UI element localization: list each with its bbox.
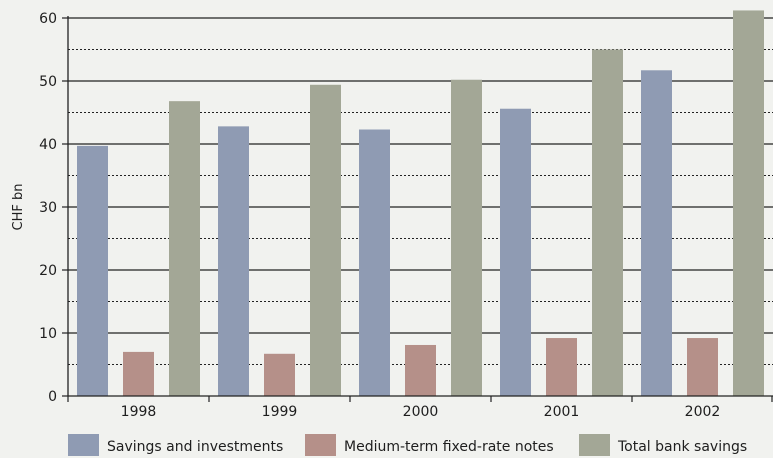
y-tick-label: 60 bbox=[39, 11, 57, 27]
x-tick-label: 1998 bbox=[121, 404, 157, 420]
axes bbox=[67, 16, 773, 402]
bar-medium-term-fixed-rate-notes-2002 bbox=[687, 338, 718, 396]
y-tick-label: 40 bbox=[39, 137, 57, 153]
bar-medium-term-fixed-rate-notes-1998 bbox=[123, 351, 154, 396]
bar-total-bank-savings-1999 bbox=[310, 84, 341, 396]
bars bbox=[77, 10, 764, 397]
bar-medium-term-fixed-rate-notes-1999 bbox=[264, 353, 295, 396]
bar-savings-and-investments-2000 bbox=[359, 129, 390, 396]
legend-swatch bbox=[68, 434, 99, 456]
x-tick-label: 2001 bbox=[544, 404, 580, 420]
legend: Savings and investments Medium-term fixed… bbox=[68, 434, 747, 456]
bar-savings-and-investments-2001 bbox=[500, 108, 531, 396]
bar-total-bank-savings-2002 bbox=[733, 10, 764, 396]
y-tick-label: 30 bbox=[39, 200, 57, 216]
y-tick-label: 50 bbox=[39, 74, 57, 90]
legend-label: Savings and investments bbox=[107, 439, 283, 455]
legend-swatch bbox=[305, 434, 336, 456]
bar-total-bank-savings-1998 bbox=[169, 101, 200, 396]
y-axis-label: CHF bn bbox=[11, 184, 26, 231]
x-tick-label: 2000 bbox=[403, 404, 439, 420]
y-tick-label: 0 bbox=[48, 389, 57, 405]
x-tick-label: 1999 bbox=[262, 404, 298, 420]
bar-savings-and-investments-1999 bbox=[218, 126, 249, 397]
bar-savings-and-investments-1998 bbox=[77, 145, 108, 396]
legend-label: Total bank savings bbox=[617, 439, 747, 455]
x-tick-label: 2002 bbox=[685, 404, 721, 420]
y-tick-label: 10 bbox=[39, 326, 57, 342]
bar-total-bank-savings-2000 bbox=[451, 79, 482, 397]
bar-total-bank-savings-2001 bbox=[592, 49, 623, 396]
y-tick-labels: 0 10 20 30 40 50 60 bbox=[39, 11, 57, 405]
bar-savings-and-investments-2002 bbox=[641, 70, 672, 396]
legend-swatch bbox=[579, 434, 610, 456]
bar-medium-term-fixed-rate-notes-2000 bbox=[405, 344, 436, 396]
legend-label: Medium-term fixed-rate notes bbox=[344, 439, 554, 455]
bar-medium-term-fixed-rate-notes-2001 bbox=[546, 338, 577, 396]
x-tick-labels: 1998 1999 2000 2001 2002 bbox=[121, 404, 721, 420]
y-tick-label: 20 bbox=[39, 263, 57, 279]
